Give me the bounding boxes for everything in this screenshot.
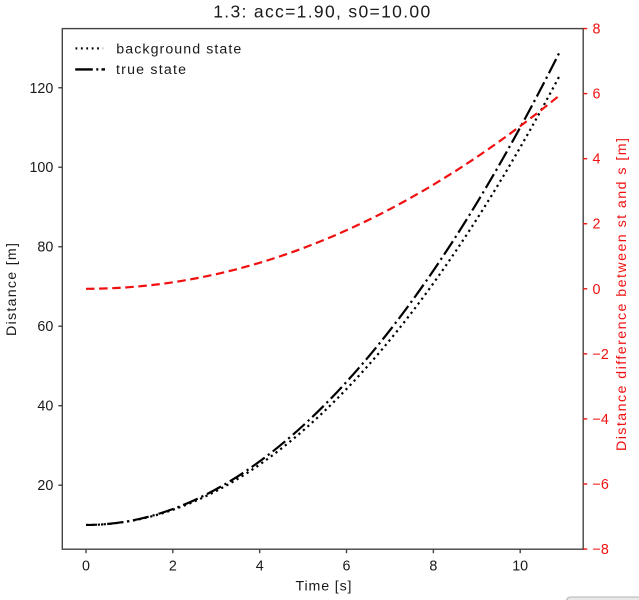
svg-text:Distance difference between st: Distance difference between st and s [m] [614, 138, 630, 451]
svg-text:true state: true state [116, 62, 186, 78]
svg-text:4: 4 [593, 152, 601, 168]
svg-text:60: 60 [37, 319, 53, 335]
svg-text:6: 6 [593, 87, 601, 103]
svg-text:10: 10 [512, 559, 528, 575]
svg-text:−8: −8 [593, 542, 609, 558]
svg-text:40: 40 [37, 399, 53, 415]
svg-text:0: 0 [82, 559, 90, 575]
svg-text:background state: background state [116, 41, 241, 57]
svg-text:8: 8 [593, 22, 601, 38]
svg-text:−6: −6 [593, 477, 609, 493]
svg-text:Time [s]: Time [s] [296, 579, 352, 595]
svg-text:2: 2 [593, 217, 601, 233]
svg-text:80: 80 [37, 240, 53, 256]
svg-text:100: 100 [29, 160, 53, 176]
svg-text:Distance [m]: Distance [m] [4, 243, 20, 336]
svg-text:1.3: acc=1.90, s0=10.00: 1.3: acc=1.90, s0=10.00 [213, 2, 430, 22]
svg-text:6: 6 [343, 559, 351, 575]
svg-text:2: 2 [169, 559, 177, 575]
svg-text:20: 20 [37, 478, 53, 494]
svg-text:8: 8 [429, 559, 437, 575]
svg-text:4: 4 [256, 559, 264, 575]
svg-text:0: 0 [593, 282, 601, 298]
svg-text:−2: −2 [593, 347, 609, 363]
svg-text:−4: −4 [593, 412, 609, 428]
svg-text:120: 120 [29, 81, 53, 97]
